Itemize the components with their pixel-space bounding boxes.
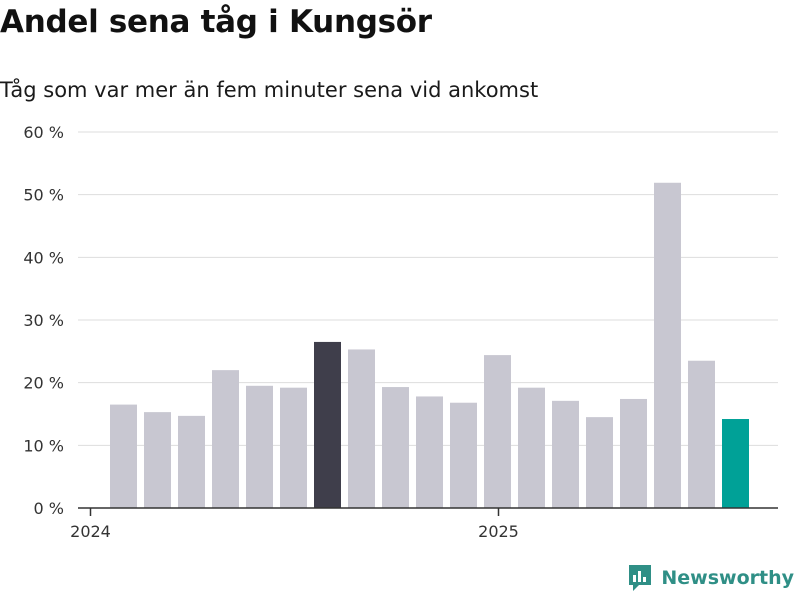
bar	[654, 182, 681, 508]
y-tick-label: 0 %	[34, 499, 64, 518]
bar	[280, 387, 307, 508]
bar	[314, 341, 341, 508]
bar	[382, 387, 409, 508]
bar	[586, 417, 613, 508]
y-tick-label: 50 %	[23, 186, 64, 205]
bar	[246, 385, 273, 508]
y-tick-label: 60 %	[23, 123, 64, 142]
bar	[416, 396, 443, 508]
bar	[212, 370, 239, 508]
x-axis: 2024 2025	[70, 507, 778, 541]
bar	[450, 402, 477, 508]
y-tick-label: 20 %	[23, 374, 64, 393]
bar	[110, 404, 137, 508]
bar	[552, 400, 579, 508]
bar	[484, 355, 511, 508]
y-tick-label: 30 %	[23, 311, 64, 330]
y-tick-label: 40 %	[23, 248, 64, 267]
bar	[688, 360, 715, 508]
bar	[144, 412, 171, 508]
bars	[110, 182, 749, 508]
bar	[178, 415, 205, 508]
newsworthy-logo-icon	[629, 565, 652, 591]
bar	[518, 387, 545, 508]
bar	[348, 349, 375, 508]
brand-name: Newsworthy	[661, 567, 794, 589]
y-tick-label: 10 %	[23, 436, 64, 455]
bar	[722, 419, 749, 508]
chart-title: Andel sena tåg i Kungsör	[0, 4, 432, 40]
x-tick-label: 2024	[70, 522, 111, 541]
x-tick-label: 2025	[478, 522, 519, 541]
newsworthy-brand: Newsworthy	[627, 564, 794, 592]
chart-subtitle: Tåg som var mer än fem minuter sena vid …	[0, 78, 539, 102]
bar	[620, 398, 647, 508]
y-axis-labels: 0 % 10 % 20 % 30 % 40 % 50 % 60 %	[23, 123, 64, 518]
